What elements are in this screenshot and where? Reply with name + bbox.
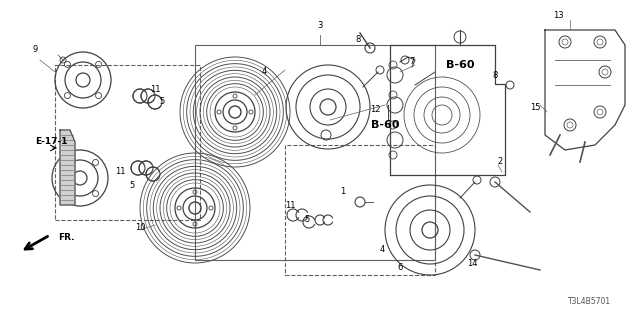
Text: 14: 14 — [467, 259, 477, 268]
Text: 4: 4 — [261, 68, 267, 76]
Bar — [285, 145, 435, 275]
Text: 8: 8 — [492, 70, 498, 79]
Text: 11: 11 — [150, 85, 160, 94]
Text: 5: 5 — [305, 215, 310, 225]
Text: 3: 3 — [317, 20, 323, 29]
Text: 11: 11 — [115, 167, 125, 177]
Text: 7: 7 — [410, 58, 415, 67]
Bar — [195, 45, 435, 260]
Text: 2: 2 — [497, 157, 502, 166]
Text: 6: 6 — [397, 263, 403, 273]
Text: 10: 10 — [135, 223, 145, 233]
Text: B-60: B-60 — [371, 120, 399, 130]
Text: E-17-1: E-17-1 — [35, 138, 67, 147]
Text: 5: 5 — [159, 98, 164, 107]
Polygon shape — [60, 130, 75, 205]
Text: 8: 8 — [355, 36, 361, 44]
Text: 15: 15 — [530, 103, 540, 113]
Text: 12: 12 — [370, 106, 380, 115]
Text: T3L4B5701: T3L4B5701 — [568, 298, 612, 307]
Text: 1: 1 — [340, 188, 346, 196]
Text: 5: 5 — [129, 180, 134, 189]
Text: 9: 9 — [33, 45, 38, 54]
Text: 13: 13 — [553, 11, 563, 20]
Text: FR.: FR. — [58, 234, 74, 243]
Text: 11: 11 — [285, 201, 295, 210]
Text: B-60: B-60 — [445, 60, 474, 70]
Text: 4: 4 — [380, 245, 385, 254]
Bar — [55, 65, 200, 220]
